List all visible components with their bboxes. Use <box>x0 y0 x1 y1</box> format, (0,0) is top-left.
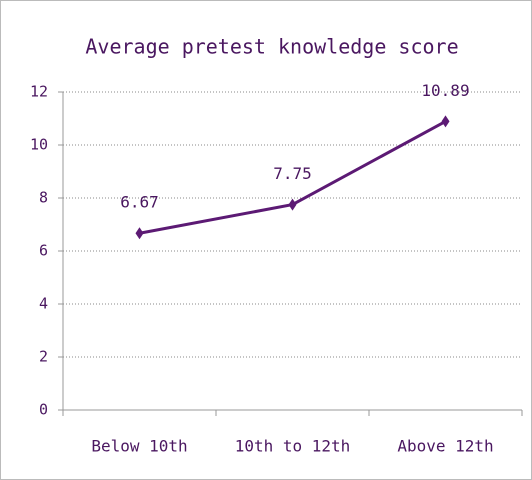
y-tick-label: 8 <box>39 189 48 207</box>
y-tick-label: 12 <box>30 83 48 101</box>
data-point <box>135 227 144 240</box>
y-tick-label: 2 <box>39 348 48 366</box>
data-label: 6.67 <box>120 193 159 212</box>
x-tick-label: Below 10th <box>91 437 187 456</box>
data-label: 10.89 <box>421 81 469 100</box>
y-tick-label: 4 <box>39 295 48 313</box>
x-tick-label: Above 12th <box>397 437 493 456</box>
y-tick-label: 0 <box>39 401 48 419</box>
y-tick-label: 6 <box>39 242 48 260</box>
y-tick-label: 10 <box>30 136 48 154</box>
data-label: 7.75 <box>273 164 312 183</box>
chart-title: Average pretest knowledge score <box>85 35 458 59</box>
data-point <box>441 115 450 128</box>
x-tick-label: 10th to 12th <box>235 437 351 456</box>
data-point <box>288 198 297 211</box>
